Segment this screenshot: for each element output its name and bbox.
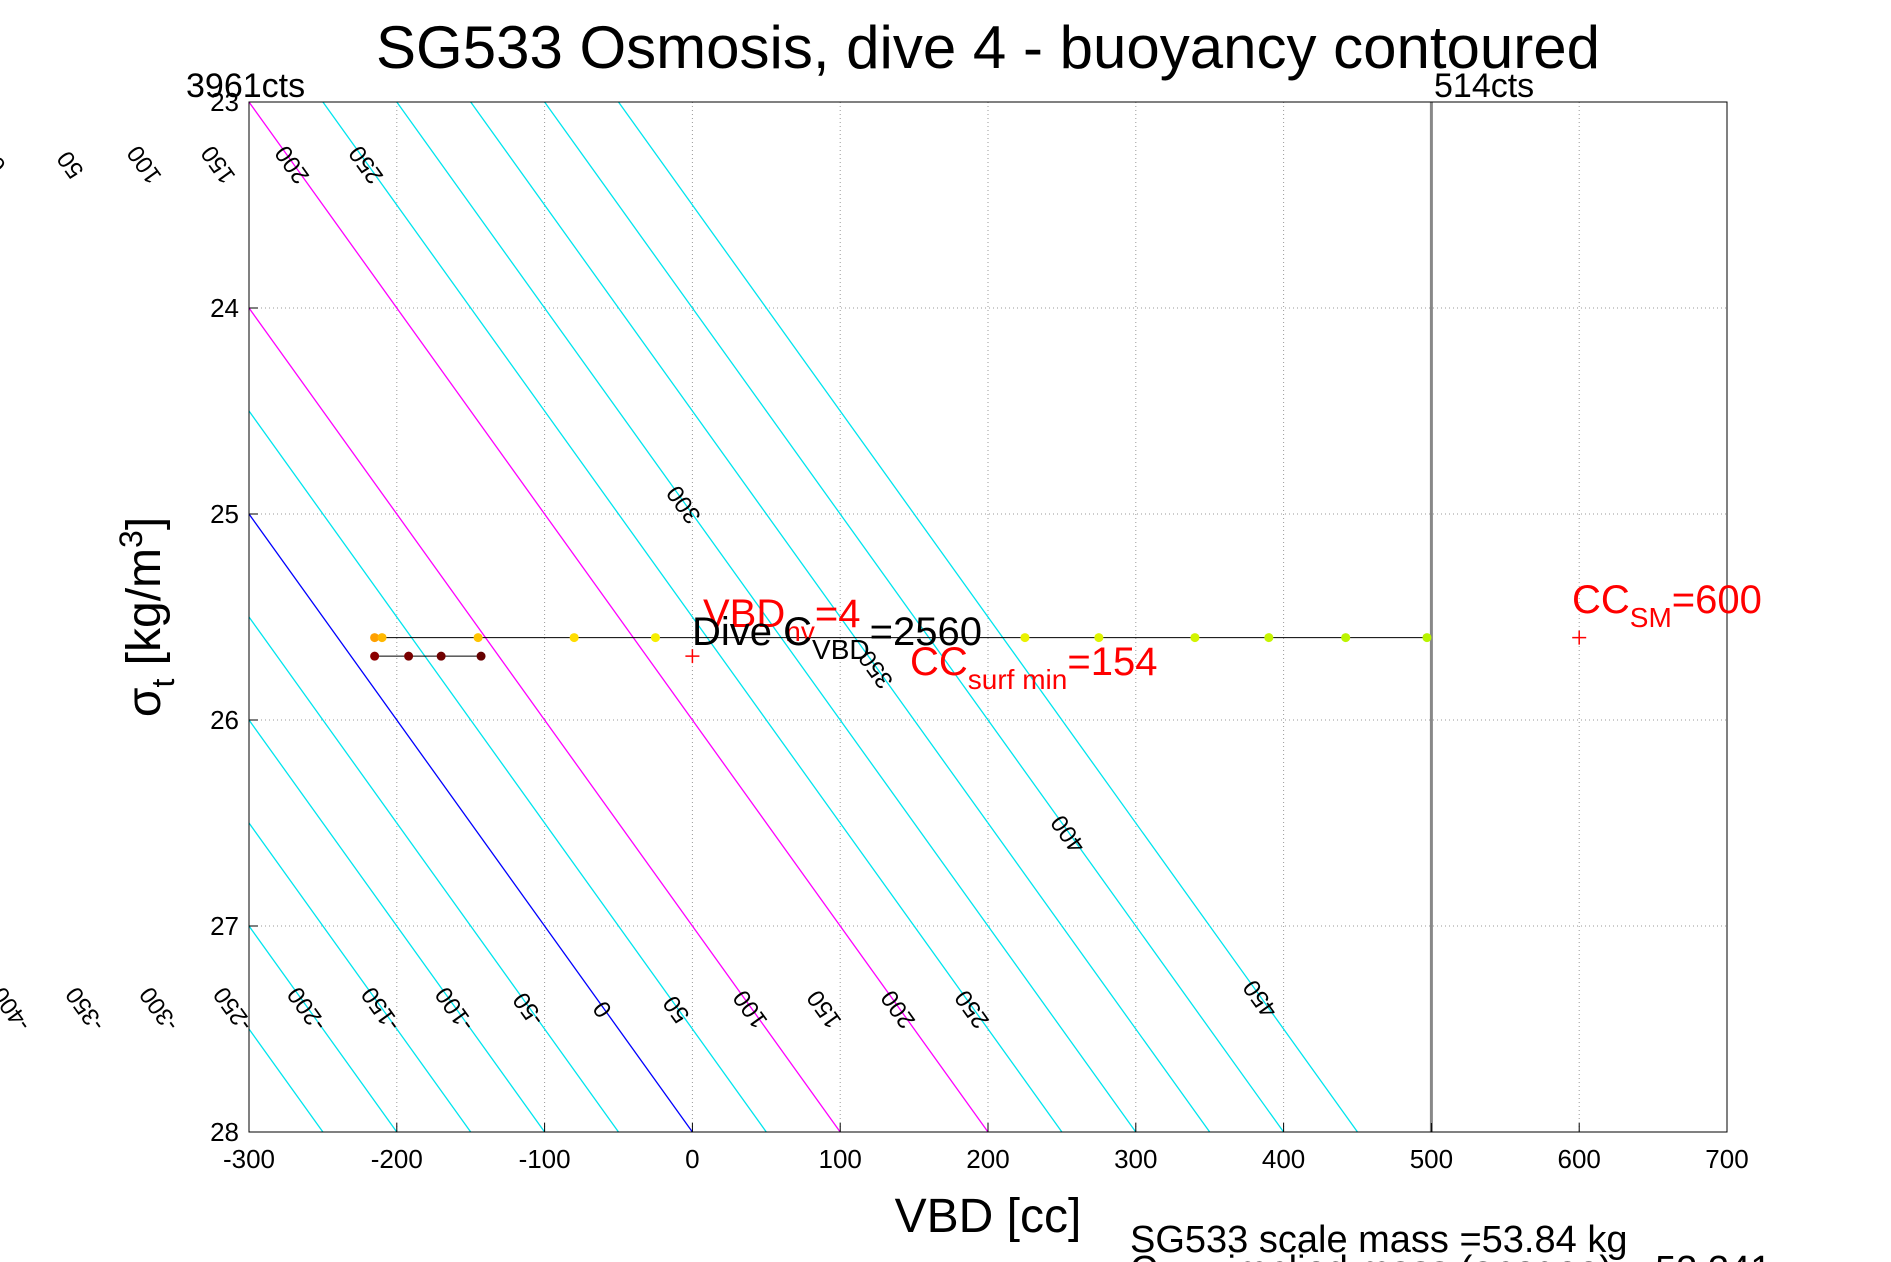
dive-c-vbd-annotation: Dive CVBD=2560 [692, 610, 982, 665]
y-tick-label: 28 [210, 1117, 239, 1147]
contour-line-zero [249, 512, 693, 1132]
x-tick-label: 400 [1262, 1144, 1305, 1174]
contour-line [396, 102, 1137, 1132]
vbd-nv-base: VBD [703, 592, 785, 636]
data-point [404, 651, 414, 661]
x-tick-label: 0 [685, 1144, 699, 1174]
buoyancy-contours [0, 102, 1359, 1132]
data-point [1094, 633, 1104, 643]
x-tick-label: -200 [371, 1144, 423, 1174]
data-point [569, 633, 579, 643]
data-point [370, 651, 380, 661]
footer-line-2: Cimplied mass (apogee) = 53.341 [1130, 1249, 1771, 1262]
y-label-end: ] [118, 517, 171, 530]
x-tick-label: 100 [819, 1144, 862, 1174]
x-axis-label: VBD [cc] [895, 1190, 1082, 1243]
y-label-rest: [kg/m [118, 548, 171, 679]
y-tick-label: 24 [210, 293, 239, 323]
footer-line-2-rest: implied mass (apogee) = 53.341 [1227, 1249, 1771, 1262]
data-point [476, 651, 486, 661]
vbd-nv-rest: =4 [815, 592, 861, 636]
cc-sm-annotation: CCSM=600 [1572, 578, 1762, 633]
reference-marker [685, 649, 700, 664]
contour-line [0, 102, 27, 1132]
y-tick-label: 23 [210, 87, 239, 117]
y-label-base: σ [118, 688, 171, 718]
y-label-sup: 3 [113, 530, 149, 548]
cc-sm-sub: SM [1630, 602, 1672, 633]
data-point [1190, 633, 1200, 643]
corner-label-left: 3961cts [186, 67, 305, 105]
contour-line [544, 102, 1285, 1132]
contour-label: -400 [0, 982, 37, 1037]
x-tick-label: 300 [1114, 1144, 1157, 1174]
data-point [1422, 633, 1432, 643]
contour-label: 0 [0, 151, 12, 178]
cc-surf-sub: surf min [968, 664, 1068, 695]
vbd-nv-sub: nv [785, 616, 815, 647]
contour-line [322, 102, 1063, 1132]
contour-label: -350 [61, 982, 111, 1037]
contour-line [249, 615, 620, 1132]
data-series [370, 630, 1587, 664]
contour-line-magenta [249, 306, 841, 1132]
dive-c-rest: =2560 [870, 610, 982, 654]
y-tick-label: 25 [210, 499, 239, 529]
data-point [377, 633, 387, 643]
contour-line [249, 409, 767, 1132]
footer-line-2-start: C [1130, 1249, 1157, 1262]
y-tick-label: 26 [210, 705, 239, 735]
contour-line [249, 821, 472, 1132]
corner-label-right: 514cts [1434, 67, 1534, 105]
x-tick-label: 700 [1705, 1144, 1748, 1174]
contour-label: 150 [196, 140, 241, 188]
dive-c-base: Dive C [692, 610, 812, 654]
reference-marker [1572, 630, 1587, 645]
dive-c-sub: VBD [812, 634, 870, 665]
cc-surf-rest: =154 [1067, 640, 1157, 684]
data-point [1341, 633, 1351, 643]
contour-label: -300 [134, 982, 184, 1037]
footer-line-1: SG533 scale mass =53.84 kg [1130, 1219, 1627, 1261]
x-tick-label: -300 [223, 1144, 275, 1174]
contour-label: 100 [122, 140, 167, 188]
data-point [473, 633, 483, 643]
vbd-nv-annotation: VBDnv=4 [703, 592, 860, 647]
data-point [1020, 633, 1030, 643]
axis-ticks: -300 -200 -100 0 100 200 300 400 500 600 700 23 24 25… [210, 87, 1749, 1174]
y-axis-label: σt [kg/m3] [113, 517, 181, 717]
y-label-sub: t [145, 679, 181, 688]
data-point [370, 633, 380, 643]
y-tick-label: 27 [210, 911, 239, 941]
contour-line [0, 102, 101, 1132]
contour-line [249, 924, 398, 1132]
x-tick-label: 500 [1410, 1144, 1453, 1174]
cc-surf-base: CC [910, 640, 968, 684]
contour-line-magenta [249, 102, 989, 1132]
x-tick-label: 200 [966, 1144, 1009, 1174]
x-tick-label: -100 [519, 1144, 571, 1174]
x-tick-label: 600 [1558, 1144, 1601, 1174]
data-point [1264, 633, 1274, 643]
data-point [650, 633, 660, 643]
contour-label: 50 [52, 146, 90, 183]
cc-surf-min-annotation: CCsurf min=154 [910, 640, 1157, 695]
cc-sm-rest: =600 [1672, 578, 1762, 622]
data-point [436, 651, 446, 661]
cc-sm-base: CC [1572, 578, 1630, 622]
contour-line [470, 102, 1211, 1132]
contour-line [617, 102, 1359, 1132]
chart-title: SG533 Osmosis, dive 4 - buoyancy contour… [376, 14, 1600, 81]
contour-line [249, 718, 546, 1132]
